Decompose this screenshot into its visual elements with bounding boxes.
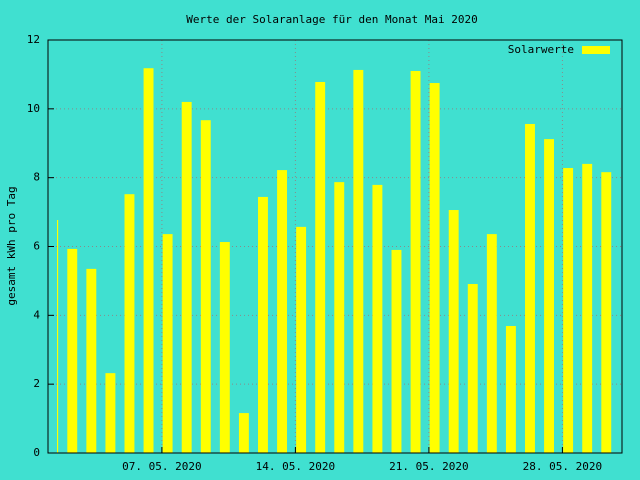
- bar: [505, 326, 516, 453]
- grid: [48, 40, 622, 453]
- bar: [162, 234, 173, 453]
- bar: [57, 219, 59, 453]
- bar: [448, 210, 459, 453]
- bar: [124, 194, 135, 453]
- bar: [544, 139, 555, 453]
- y-tick-label: 8: [33, 171, 40, 184]
- bar: [277, 170, 288, 453]
- bar: [582, 163, 593, 453]
- bar: [181, 101, 192, 453]
- x-tick-label: 07. 05. 2020: [122, 460, 201, 473]
- bar: [429, 83, 440, 453]
- bar: [391, 249, 402, 453]
- bars: [57, 68, 612, 453]
- chart-title: Werte der Solaranlage für den Monat Mai …: [186, 13, 477, 26]
- bar: [467, 284, 478, 453]
- bar: [410, 70, 421, 453]
- x-tick-label: 21. 05. 2020: [389, 460, 468, 473]
- legend-swatch: [582, 46, 610, 54]
- bar: [219, 242, 230, 453]
- bar: [525, 123, 535, 453]
- bar: [258, 196, 268, 453]
- bar: [601, 172, 612, 453]
- bar: [315, 81, 326, 453]
- bar: [296, 226, 307, 453]
- x-tick-label: 14. 05. 2020: [256, 460, 335, 473]
- bar: [105, 373, 116, 453]
- y-tick-label: 6: [33, 240, 40, 253]
- y-tick-label: 12: [27, 33, 40, 46]
- bar: [86, 268, 97, 453]
- bar: [353, 69, 364, 453]
- bar: [143, 68, 154, 453]
- y-tick-label: 2: [33, 377, 40, 390]
- bar: [486, 234, 497, 453]
- y-tick-label: 10: [27, 102, 40, 115]
- bar: [238, 413, 249, 453]
- y-tick-label: 0: [33, 446, 40, 459]
- y-tick-label: 4: [33, 308, 40, 321]
- y-axis-label: gesamt kWh pro Tag: [5, 186, 18, 305]
- bar: [372, 184, 383, 453]
- x-tick-label: 28. 05. 2020: [523, 460, 602, 473]
- bar: [200, 120, 211, 453]
- bar: [563, 168, 574, 453]
- bar: [334, 182, 345, 453]
- bar: [67, 248, 78, 453]
- legend-label: Solarwerte: [508, 43, 574, 56]
